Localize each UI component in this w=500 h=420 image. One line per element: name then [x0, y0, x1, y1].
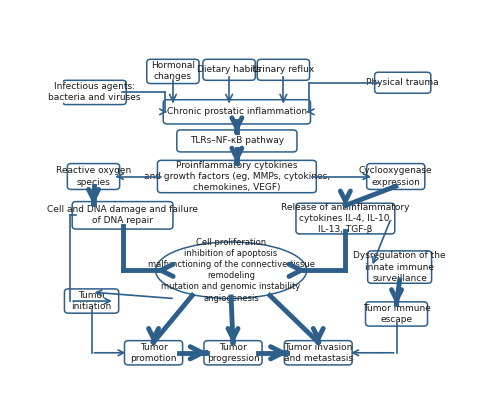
Text: Cell proliferation
inhibition of apoptosis
malfunctioning of the connective tiss: Cell proliferation inhibition of apoptos…	[148, 238, 314, 302]
Text: Chronic prostatic inflammation: Chronic prostatic inflammation	[167, 108, 307, 116]
Text: Tumor
progression: Tumor progression	[206, 343, 260, 363]
Text: Dietary habits: Dietary habits	[197, 65, 261, 74]
FancyBboxPatch shape	[366, 164, 425, 189]
Text: Tumor
initiation: Tumor initiation	[72, 291, 112, 311]
FancyBboxPatch shape	[366, 302, 428, 326]
FancyBboxPatch shape	[147, 59, 199, 84]
Text: Reactive oxygen
species: Reactive oxygen species	[56, 166, 131, 186]
Text: Cell and DNA damage and failure
of DNA repair: Cell and DNA damage and failure of DNA r…	[47, 205, 198, 226]
Text: Tumor invasion
and metastasis: Tumor invasion and metastasis	[284, 343, 353, 363]
Text: Proinflammatory cytokines
and growth factors (eg, MMPs, cytokines,
chemokines, V: Proinflammatory cytokines and growth fac…	[144, 161, 330, 192]
FancyBboxPatch shape	[163, 100, 310, 124]
Text: Dysregulation of the
innate immune
surveillance: Dysregulation of the innate immune surve…	[354, 252, 446, 283]
FancyBboxPatch shape	[64, 289, 118, 313]
FancyBboxPatch shape	[68, 164, 120, 189]
FancyBboxPatch shape	[284, 341, 352, 365]
Ellipse shape	[156, 242, 306, 299]
Text: Tumor
promotion: Tumor promotion	[130, 343, 177, 363]
FancyBboxPatch shape	[158, 160, 316, 193]
Text: Cyclooxygenase
expression: Cyclooxygenase expression	[359, 166, 432, 186]
FancyBboxPatch shape	[368, 251, 432, 283]
FancyBboxPatch shape	[124, 341, 182, 365]
Text: Release of antiinflammatory
cytokines IL-4, IL-10,
IL-13, TGF-β: Release of antiinflammatory cytokines IL…	[281, 203, 409, 234]
Text: Tumor immune
escape: Tumor immune escape	[362, 304, 430, 324]
Text: TLRs–NF-κB pathway: TLRs–NF-κB pathway	[190, 136, 284, 145]
Text: Urinary reflux: Urinary reflux	[252, 65, 314, 74]
FancyBboxPatch shape	[62, 80, 126, 105]
FancyBboxPatch shape	[296, 203, 395, 234]
FancyBboxPatch shape	[257, 59, 310, 80]
FancyBboxPatch shape	[204, 341, 262, 365]
FancyBboxPatch shape	[374, 72, 431, 93]
Text: Hormonal
changes: Hormonal changes	[151, 61, 195, 81]
FancyBboxPatch shape	[203, 59, 256, 80]
Text: Physical trauma: Physical trauma	[366, 78, 439, 87]
FancyBboxPatch shape	[177, 130, 297, 152]
FancyBboxPatch shape	[72, 202, 173, 229]
Text: Infectious agents:
bacteria and viruses: Infectious agents: bacteria and viruses	[48, 82, 140, 102]
